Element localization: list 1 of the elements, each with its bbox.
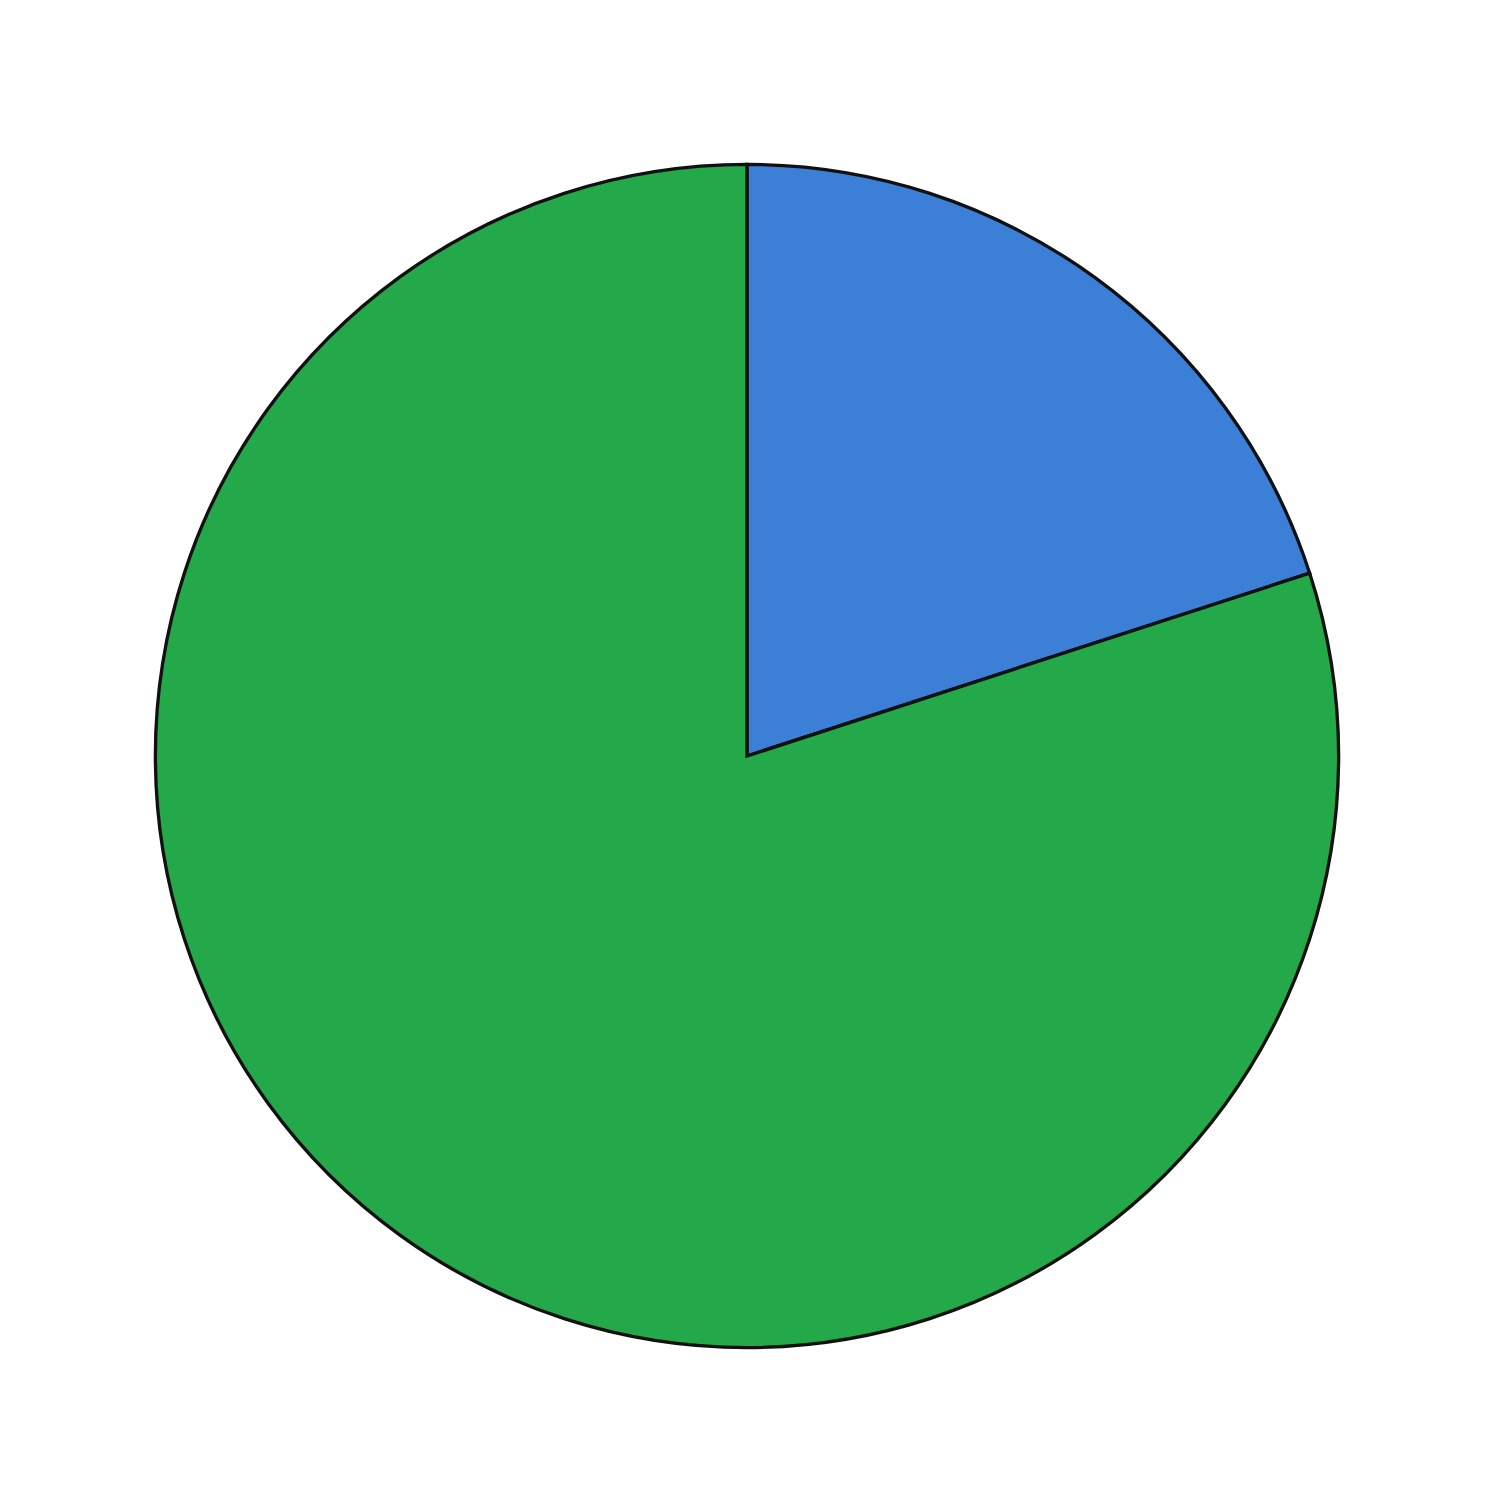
pie-slice [153, 162, 1341, 1350]
